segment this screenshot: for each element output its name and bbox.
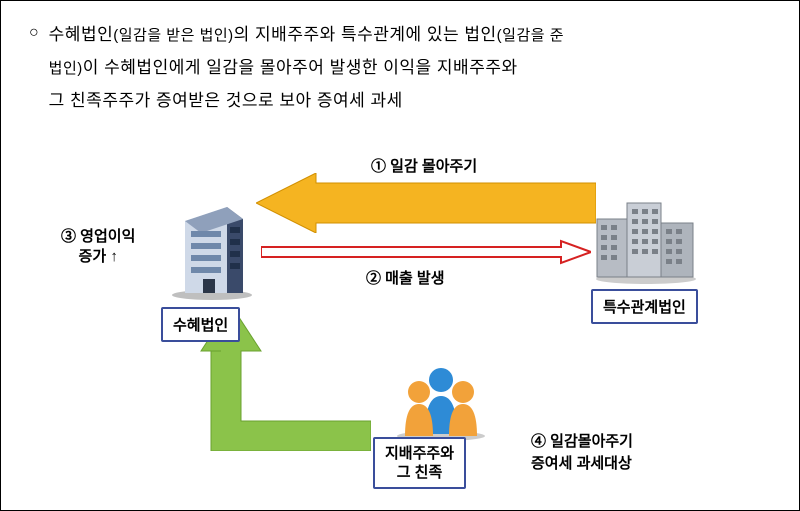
desc-paren: (일감을 받은 법인) [113,27,233,44]
label-arrow3-l2: 증가 ↑ [79,248,118,265]
related-building-icon [591,197,701,285]
label-arrow4-l1: ④ 일감몰아주기 [531,433,633,450]
label-arrow3: ③ 영업이익 증가 ↑ [61,227,135,267]
arrow-sales [261,239,591,265]
bullet: ○ [29,19,39,47]
beneficiary-label: 수혜법인 [161,307,240,342]
desc-paren: 법인) [49,60,83,77]
desc-seg: 이 수혜법인에게 일감을 몰아주어 발생한 이익을 지배주주와 [83,58,518,77]
desc-paren: (일감을 준 [497,27,564,44]
related-label: 특수관계법인 [591,289,698,324]
label-arrow3-l1: ③ 영업이익 [61,228,135,245]
shareholder-people-icon [391,366,491,441]
description-text: 수혜법인(일감을 받은 법인)의 지배주주와 특수관계에 있는 법인(일감을 준… [49,19,564,117]
shareholder-label-l2: 그 친족 [397,464,443,481]
description-block: ○ 수혜법인(일감을 받은 법인)의 지배주주와 특수관계에 있는 법인(일감을… [29,19,771,117]
desc-seg: 그 친족주주가 증여받은 것으로 보아 증여세 과세 [49,91,403,110]
label-arrow4-l2: 증여세 과세대상 [531,455,632,472]
label-arrow2: ② 매출 발생 [366,267,445,288]
shareholder-label: 지배주주와 그 친족 [373,437,466,489]
label-arrow1: ① 일감 몰아주기 [371,155,477,176]
shareholder-label-l1: 지배주주와 [385,445,454,462]
beneficiary-building-icon [167,201,257,301]
arrow-work-funnel [256,173,596,233]
desc-seg: 의 지배주주와 특수관계에 있는 법인 [234,25,497,44]
label-arrow4: ④ 일감몰아주기 증여세 과세대상 [531,431,633,475]
diagram: ① 일감 몰아주기 ② 매출 발생 ③ 영업이익 증가 ↑ ④ 일감몰아주기 증… [1,141,799,510]
desc-seg: 수혜법인 [49,25,114,44]
